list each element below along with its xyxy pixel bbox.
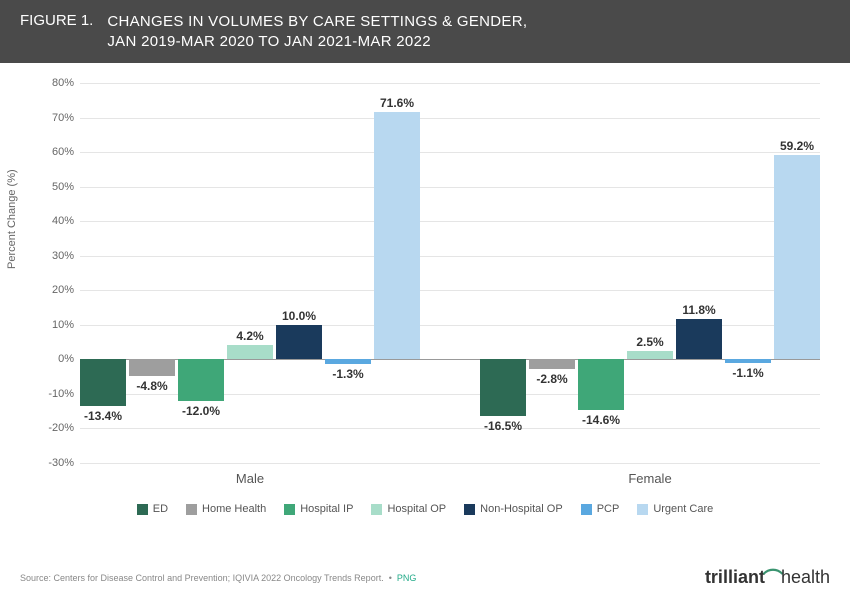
- y-tick-label: 80%: [52, 77, 80, 89]
- grid-line: [80, 187, 820, 188]
- legend-label: Non-Hospital OP: [480, 503, 563, 515]
- bar-value-label: 71.6%: [380, 96, 414, 110]
- grid-line: [80, 118, 820, 119]
- x-category-label: Female: [628, 471, 671, 486]
- legend-swatch: [186, 504, 197, 515]
- y-tick-label: 40%: [52, 215, 80, 227]
- bar-value-label: -1.3%: [332, 367, 363, 381]
- bar-value-label: 4.2%: [236, 329, 263, 343]
- bar-value-label: -13.4%: [84, 409, 122, 423]
- logo-arc-icon: ⌒: [763, 563, 783, 592]
- chart-title: CHANGES IN VOLUMES BY CARE SETTINGS & GE…: [107, 12, 527, 51]
- logo-word-2: health: [781, 567, 830, 588]
- legend-swatch: [371, 504, 382, 515]
- y-tick-label: 70%: [52, 112, 80, 124]
- legend-item: Non-Hospital OP: [464, 503, 563, 515]
- legend-item: Hospital OP: [371, 503, 446, 515]
- y-tick-label: 20%: [52, 284, 80, 296]
- bar-value-label: 11.8%: [682, 303, 715, 317]
- y-tick-label: 30%: [52, 250, 80, 262]
- legend-swatch: [637, 504, 648, 515]
- grid-line: [80, 152, 820, 153]
- legend-swatch: [464, 504, 475, 515]
- bar: [529, 359, 575, 369]
- legend-label: Urgent Care: [653, 503, 713, 515]
- bar: [374, 112, 420, 359]
- figure-label: FIGURE 1.: [20, 12, 93, 29]
- bar: [578, 359, 624, 409]
- legend-item: Urgent Care: [637, 503, 713, 515]
- legend-label: Hospital OP: [387, 503, 446, 515]
- bar: [774, 155, 820, 360]
- title-line-1: CHANGES IN VOLUMES BY CARE SETTINGS & GE…: [107, 12, 527, 32]
- bar: [178, 359, 224, 400]
- legend-item: PCP: [581, 503, 620, 515]
- grid-line: [80, 290, 820, 291]
- legend: ED Home Health Hospital IP Hospital OP Non-H…: [0, 503, 850, 515]
- y-tick-label: 0%: [58, 353, 80, 365]
- bar: [129, 359, 175, 376]
- bar-value-label: -2.8%: [536, 372, 567, 386]
- y-tick-label: 10%: [52, 319, 80, 331]
- y-axis-label: Percent Change (%): [6, 169, 18, 269]
- chart-header: FIGURE 1. CHANGES IN VOLUMES BY CARE SET…: [0, 0, 850, 63]
- x-category-label: Male: [236, 471, 264, 486]
- bar-value-label: 10.0%: [282, 309, 316, 323]
- legend-item: Hospital IP: [284, 503, 353, 515]
- grid-line: [80, 256, 820, 257]
- brand-logo: trilliant⌒health: [705, 563, 830, 592]
- plot-region: -30%-20%-10%0%10%20%30%40%50%60%70%80%-1…: [80, 83, 820, 463]
- bar-value-label: 2.5%: [636, 335, 663, 349]
- legend-item: Home Health: [186, 503, 266, 515]
- y-tick-label: -30%: [48, 457, 80, 469]
- logo-word-1: trilliant: [705, 567, 765, 588]
- y-tick-label: -20%: [48, 422, 80, 434]
- legend-label: PCP: [597, 503, 620, 515]
- bar: [276, 325, 322, 360]
- y-tick-label: -10%: [48, 388, 80, 400]
- footer: Source: Centers for Disease Control and …: [20, 563, 830, 592]
- bar: [725, 359, 771, 363]
- title-line-2: JAN 2019-MAR 2020 TO JAN 2021-MAR 2022: [107, 32, 527, 52]
- grid-line: [80, 428, 820, 429]
- bar-value-label: -14.6%: [582, 413, 620, 427]
- source-text: Source: Centers for Disease Control and …: [20, 573, 416, 583]
- legend-item: ED: [137, 503, 168, 515]
- grid-line: [80, 221, 820, 222]
- legend-label: Home Health: [202, 503, 266, 515]
- png-link[interactable]: PNG: [397, 573, 417, 583]
- grid-line: [80, 83, 820, 84]
- legend-swatch: [284, 504, 295, 515]
- bar: [676, 319, 722, 360]
- bar-value-label: -16.5%: [484, 419, 522, 433]
- bar-value-label: 59.2%: [780, 139, 814, 153]
- bar-value-label: -1.1%: [732, 366, 763, 380]
- bar: [325, 359, 371, 363]
- y-tick-label: 50%: [52, 181, 80, 193]
- bar: [480, 359, 526, 416]
- legend-swatch: [137, 504, 148, 515]
- legend-label: Hospital IP: [300, 503, 353, 515]
- bar-value-label: -4.8%: [136, 379, 167, 393]
- chart-area: Percent Change (%) -30%-20%-10%0%10%20%3…: [0, 63, 850, 523]
- bar: [227, 345, 273, 360]
- legend-label: ED: [153, 503, 168, 515]
- y-tick-label: 60%: [52, 146, 80, 158]
- bar: [627, 351, 673, 360]
- legend-swatch: [581, 504, 592, 515]
- bar: [80, 359, 126, 405]
- source-label: Source: Centers for Disease Control and …: [20, 573, 384, 583]
- grid-line: [80, 463, 820, 464]
- bar-value-label: -12.0%: [182, 404, 220, 418]
